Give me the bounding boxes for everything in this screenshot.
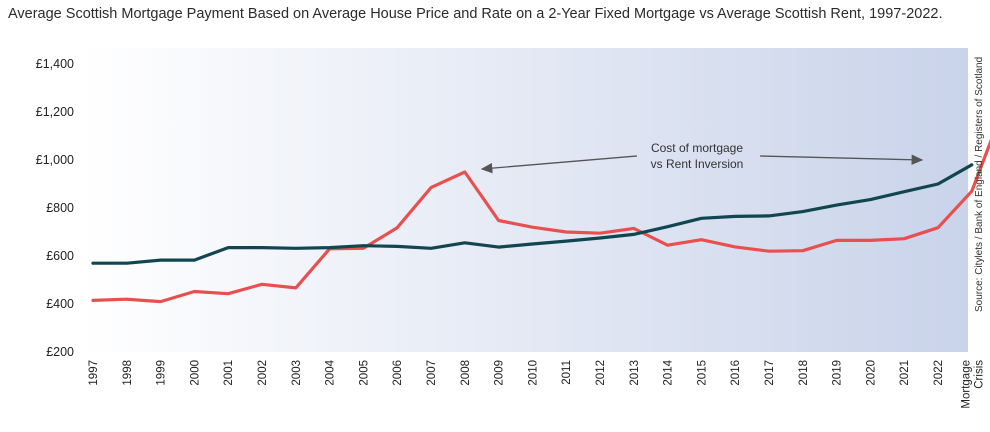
x-tick-label: 2011 [561,360,573,385]
y-tick-label: £1,400 [36,57,74,71]
y-tick-label: £1,000 [36,153,74,167]
x-tick-text: 2020 [865,360,877,386]
x-tick-text: 2000 [189,360,201,386]
annotation-text: Cost of mortgage [651,141,743,155]
x-tick-text: 2011 [561,360,573,385]
y-tick-label: £800 [46,201,74,215]
x-tick-label: 2006 [392,360,404,386]
x-tick-label: 1999 [156,360,168,386]
x-tick-label: 2004 [325,359,337,385]
x-tick-label: 2003 [291,360,303,386]
x-tick-label: 1997 [88,360,100,386]
y-tick-label: £1,200 [36,105,74,119]
x-tick-text: 2001 [223,360,235,386]
x-tick-text: 2018 [798,360,810,386]
x-tick-label: 2012 [595,360,607,386]
x-tick-label: Mortgage Crisis [960,360,985,409]
x-tick-label: 2020 [865,360,877,386]
x-tick-text: 2004 [325,359,337,385]
x-tick-text: 2017 [764,360,776,386]
plot-area-background [80,48,968,352]
x-tick-text: 2021 [899,360,911,386]
x-tick-text: 2009 [494,360,506,386]
x-tick-label: 2002 [257,360,269,386]
x-tick-label: 2007 [426,360,438,386]
x-tick-text: 2005 [358,360,370,386]
series-layer [91,138,990,304]
x-tick-text: 2003 [291,360,303,386]
x-tick-label: 2013 [629,360,641,386]
x-tick-label: 2015 [696,360,708,386]
x-tick-text: 2002 [257,360,269,386]
y-axis: £200 £400 £600 £800 £1,000 £1,200 £1,400 [36,57,74,359]
annotation-arrow-right [759,154,924,165]
x-tick-text: 1997 [88,360,100,386]
x-tick-text: 2016 [730,360,742,386]
x-tick-text: 2022 [933,360,945,386]
annotation: Cost of mortgage vs Rent Inversion [480,141,924,174]
x-tick-text: 2014 [663,359,675,385]
rent-series-line [91,163,974,265]
x-tick-text: 2006 [392,360,404,386]
x-tick-text: 2007 [426,360,438,386]
x-tick-label: 2017 [764,360,776,386]
y-tick-label: £200 [46,345,74,359]
x-tick-text: 2019 [832,360,844,386]
x-tick-label: 2005 [358,360,370,386]
x-tick-label: 2000 [189,360,201,386]
x-tick-label: 2018 [798,360,810,386]
annotation-text: vs Rent Inversion [651,157,744,171]
x-tick-label: 2019 [832,360,844,386]
annotation-arrow-left [480,155,638,174]
source-note: Source: Citylets / Bank of England / Reg… [974,57,985,312]
x-tick-text: Crisis [973,360,985,389]
x-tick-label: 2008 [460,360,472,386]
x-tick-text: 2015 [696,360,708,386]
x-tick-text: 2010 [527,360,539,386]
x-tick-text: Mortgage [960,360,972,409]
x-tick-label: 2010 [527,360,539,386]
y-tick-label: £600 [46,249,74,263]
x-tick-text: 2012 [595,360,607,386]
x-tick-label: 1998 [122,360,134,386]
x-tick-label: 2009 [494,360,506,386]
x-tick-label: 2016 [730,360,742,386]
x-tick-label: 2021 [899,360,911,386]
y-tick-label: £400 [46,297,74,311]
x-tick-label: 2022 [933,360,945,386]
x-tick-text: 1998 [122,360,134,386]
x-tick-text: 1999 [156,360,168,386]
x-tick-text: 2008 [460,360,472,386]
x-axis: 1997 1998 1999 2000 2001 2002 2003 2004 2005 2006… [88,359,985,408]
x-tick-label: 2001 [223,360,235,386]
mortgage-series-line [91,138,990,304]
x-tick-label: 2014 [663,359,675,385]
chart-title: Average Scottish Mortgage Payment Based … [8,6,943,22]
x-tick-text: 2013 [629,360,641,386]
